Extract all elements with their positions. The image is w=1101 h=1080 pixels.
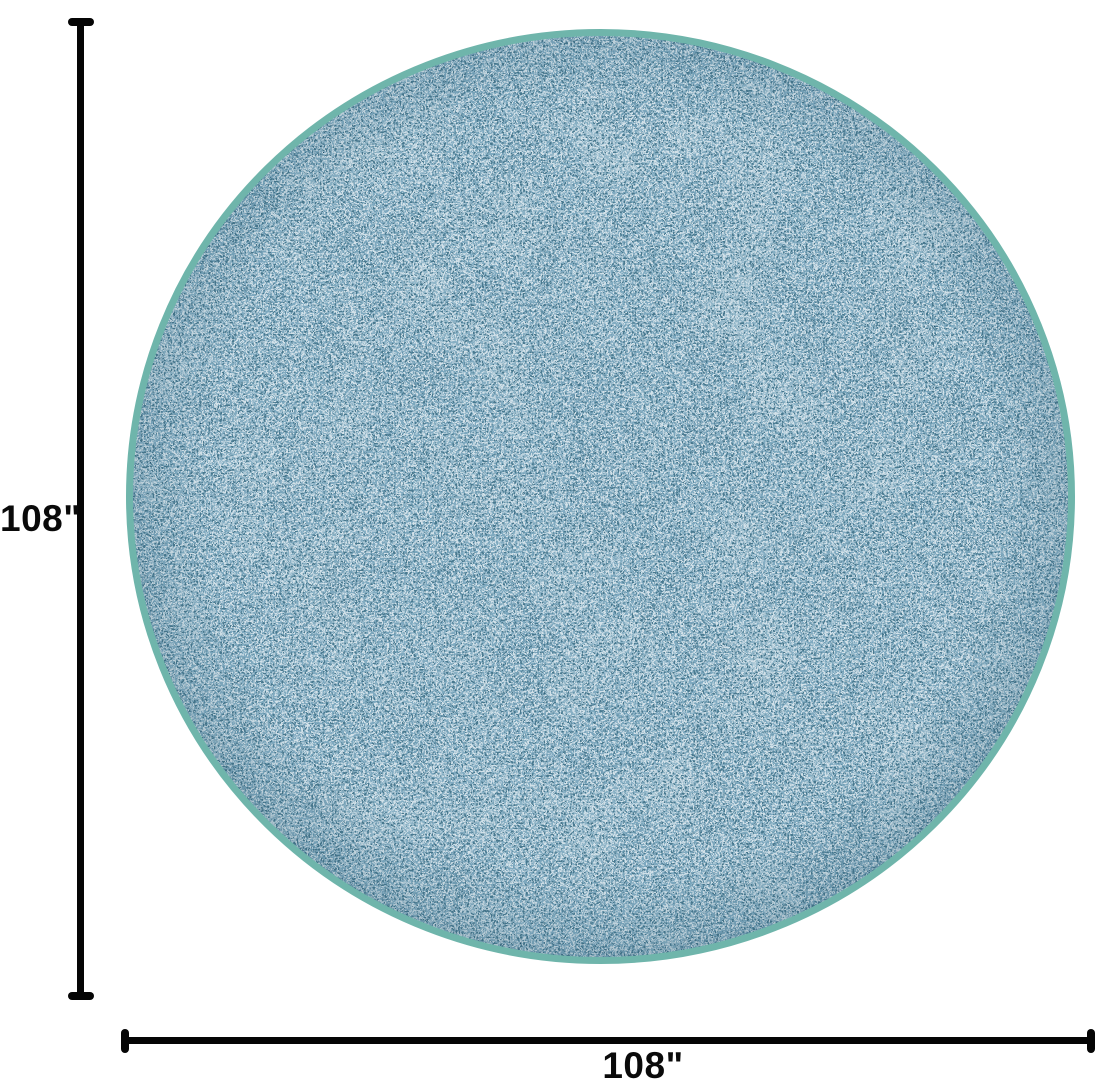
horizontal-dimension-line [124,1037,1092,1044]
rug-binding-edge [126,29,1075,964]
height-dimension-label: 108" [0,498,82,539]
vertical-dimension-line [77,21,84,997]
round-rug-photo [126,29,1075,964]
rug-carpet-texture [129,32,1072,961]
width-dimension-label: 108" [602,1045,684,1080]
